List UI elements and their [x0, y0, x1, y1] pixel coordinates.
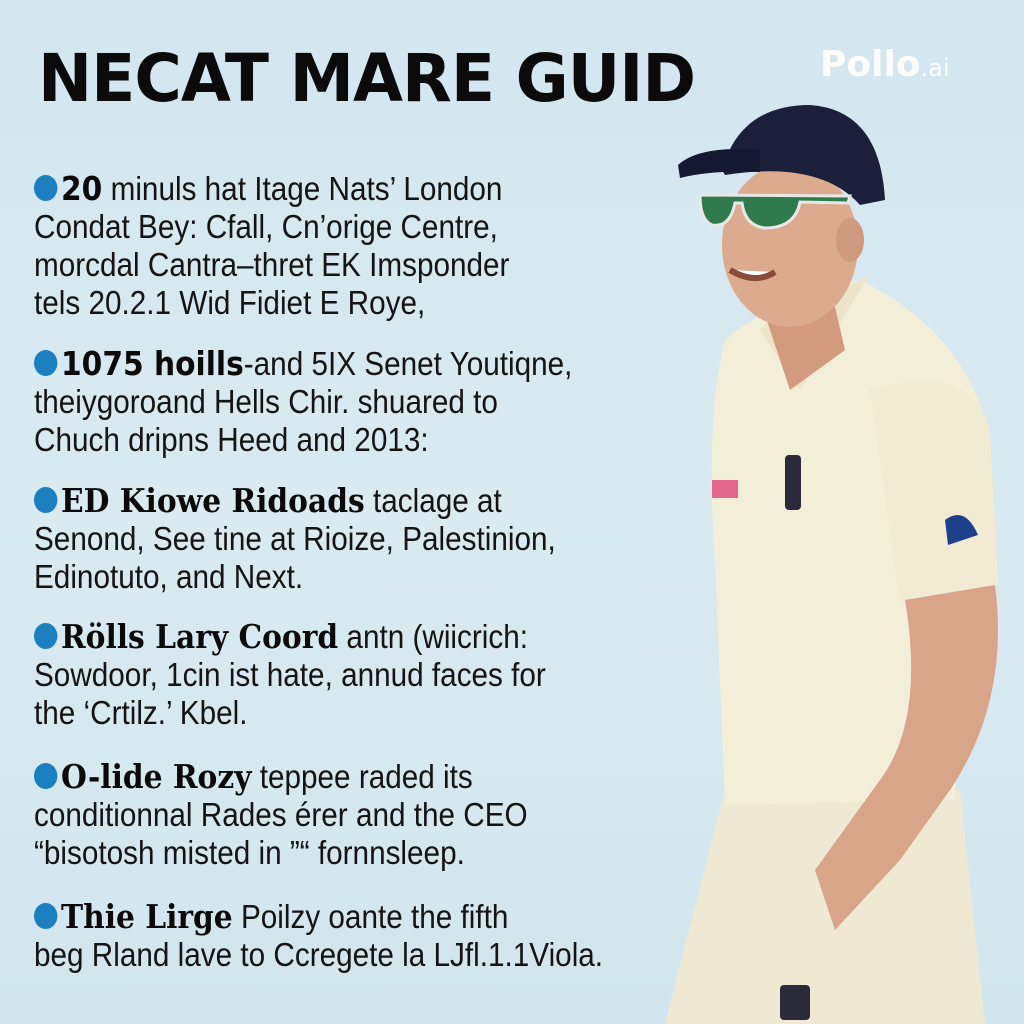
list-item: ED Kiowe Ridoads taclage at Senond, See …: [34, 482, 674, 596]
item-text: beg Rland lave to Ccregete la LJfl.1.1Vi…: [34, 936, 604, 973]
item-text: morcdal Cantra–thret EK Imsponder: [34, 246, 510, 283]
trouser-crest-icon: [780, 985, 810, 1020]
cricket-player-image: [665, 105, 998, 1024]
item-text: Edinotuto, and Next.: [34, 558, 304, 595]
sunglasses-icon: [698, 193, 852, 230]
item-text: Sowdoor, 1cin ist hate, annud faces for: [34, 656, 546, 693]
watermark-brand: Pollo: [820, 44, 921, 85]
cap-brim: [678, 149, 760, 178]
smile: [728, 267, 777, 281]
list-item: 20 minuls hat Itage Nats’ London Condat …: [34, 170, 674, 322]
list-item: 1075 hoills-and 5IX Senet Youtiqne, thei…: [34, 345, 674, 459]
bullet-dot-icon: [34, 175, 58, 201]
sponsor-mark: [712, 480, 738, 498]
bullet-dot-icon: [34, 350, 58, 376]
item-text: -and 5IX Senet Youtiqne,: [243, 345, 573, 382]
watermark-suffix: .ai: [920, 54, 950, 82]
item-lead: O-lide Rozy: [61, 757, 252, 796]
page-title: NECAT MARE GUID: [38, 40, 696, 117]
crest-icon: [785, 455, 801, 510]
ear: [836, 218, 864, 262]
item-text: Senond, See tine at Rioize, Palestinion,: [34, 520, 556, 557]
item-text: Condat Bey: Cfall, Cn’orige Centre,: [34, 208, 498, 245]
bullet-dot-icon: [34, 623, 58, 649]
item-text: Poilzy oante the fifth: [232, 898, 509, 935]
list-item: Thie Lirge Poilzy oante the fifth beg Rl…: [34, 898, 674, 974]
item-lead: Rölls Lary Coord: [61, 617, 339, 656]
bullet-dot-icon: [34, 487, 58, 513]
arm: [815, 585, 998, 930]
item-text: tels 20.2.1 Wid Fidiet E Roye,: [34, 284, 426, 321]
item-text: conditionnal Rades érer and the CEO: [34, 796, 528, 833]
sponsor-logo-icon: [945, 515, 978, 545]
item-lead: 1075 hoills: [61, 344, 244, 383]
cap: [722, 105, 885, 205]
item-text: Chuch dripns Heed and 2013:: [34, 421, 429, 458]
item-lead: ED Kiowe Ridoads: [61, 481, 365, 520]
item-text: antn (wiicrich:: [338, 618, 528, 655]
item-text: theiygoroand Hells Chir. shuared to: [34, 383, 498, 420]
item-lead: 20: [61, 169, 103, 208]
item-lead: Thie Lirge: [61, 897, 233, 936]
watermark-logo: Pollo.ai: [820, 44, 950, 85]
trousers: [665, 790, 985, 1024]
bullet-dot-icon: [34, 903, 58, 929]
item-text: taclage at: [364, 482, 502, 519]
item-text: teppee raded its: [251, 758, 473, 795]
sleeve: [870, 381, 998, 605]
item-text: the ‘Crtilz.’ Kbel.: [34, 694, 248, 731]
item-text: “bisotosh misted in ”“ fornnsleep.: [34, 834, 465, 871]
item-text: minuls hat Itage Nats’ London: [102, 170, 503, 207]
bullet-dot-icon: [34, 763, 58, 789]
list-item: Rölls Lary Coord antn (wiicrich: Sowdoor…: [34, 618, 674, 732]
list-item: O-lide Rozy teppee raded its conditionna…: [34, 758, 674, 872]
